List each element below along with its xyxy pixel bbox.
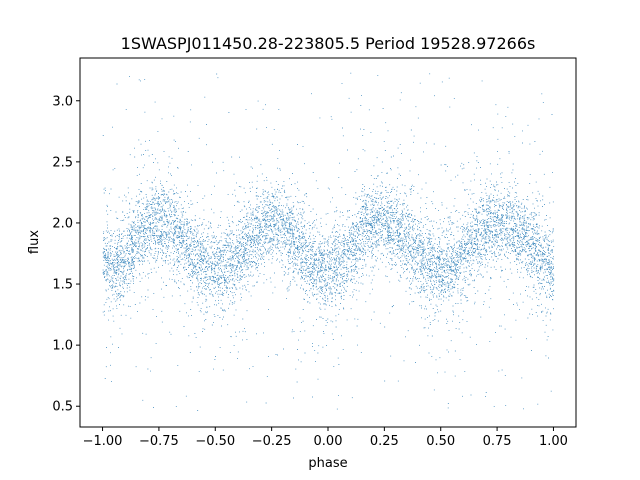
y-tick-label: 1.5 [52,278,73,293]
x-tick-label: 0.50 [426,434,455,449]
y-tick-label: 2.5 [52,155,73,170]
x-tick-label: −0.50 [195,434,235,449]
x-tick-label: 0.75 [483,434,512,449]
x-tick-label: −0.75 [139,434,179,449]
y-tick-label: 2.0 [52,216,73,231]
x-axis-title: phase [308,456,347,471]
data-points [102,72,555,411]
scatter-points [102,72,555,411]
x-tick-label: 0.25 [370,434,399,449]
x-axis-ticks: −1.00 −0.75 −0.50 −0.25 0.00 0.25 0.50 0.75 1.00 [83,427,568,449]
y-tick-label: 0.5 [52,400,73,415]
y-axis-title: flux [27,230,42,254]
x-tick-label: 1.00 [539,434,568,449]
y-tick-label: 3.0 [52,94,73,109]
y-axis-ticks: 0.5 1.0 1.5 2.0 2.5 3.0 [52,94,80,415]
y-tick-label: 1.0 [52,339,73,354]
x-tick-label: −0.25 [252,434,292,449]
x-tick-label: −1.00 [83,434,123,449]
x-tick-label: 0.00 [314,434,343,449]
chart-title: 1SWASPJ011450.28-223805.5 Period 19528.9… [121,34,536,53]
